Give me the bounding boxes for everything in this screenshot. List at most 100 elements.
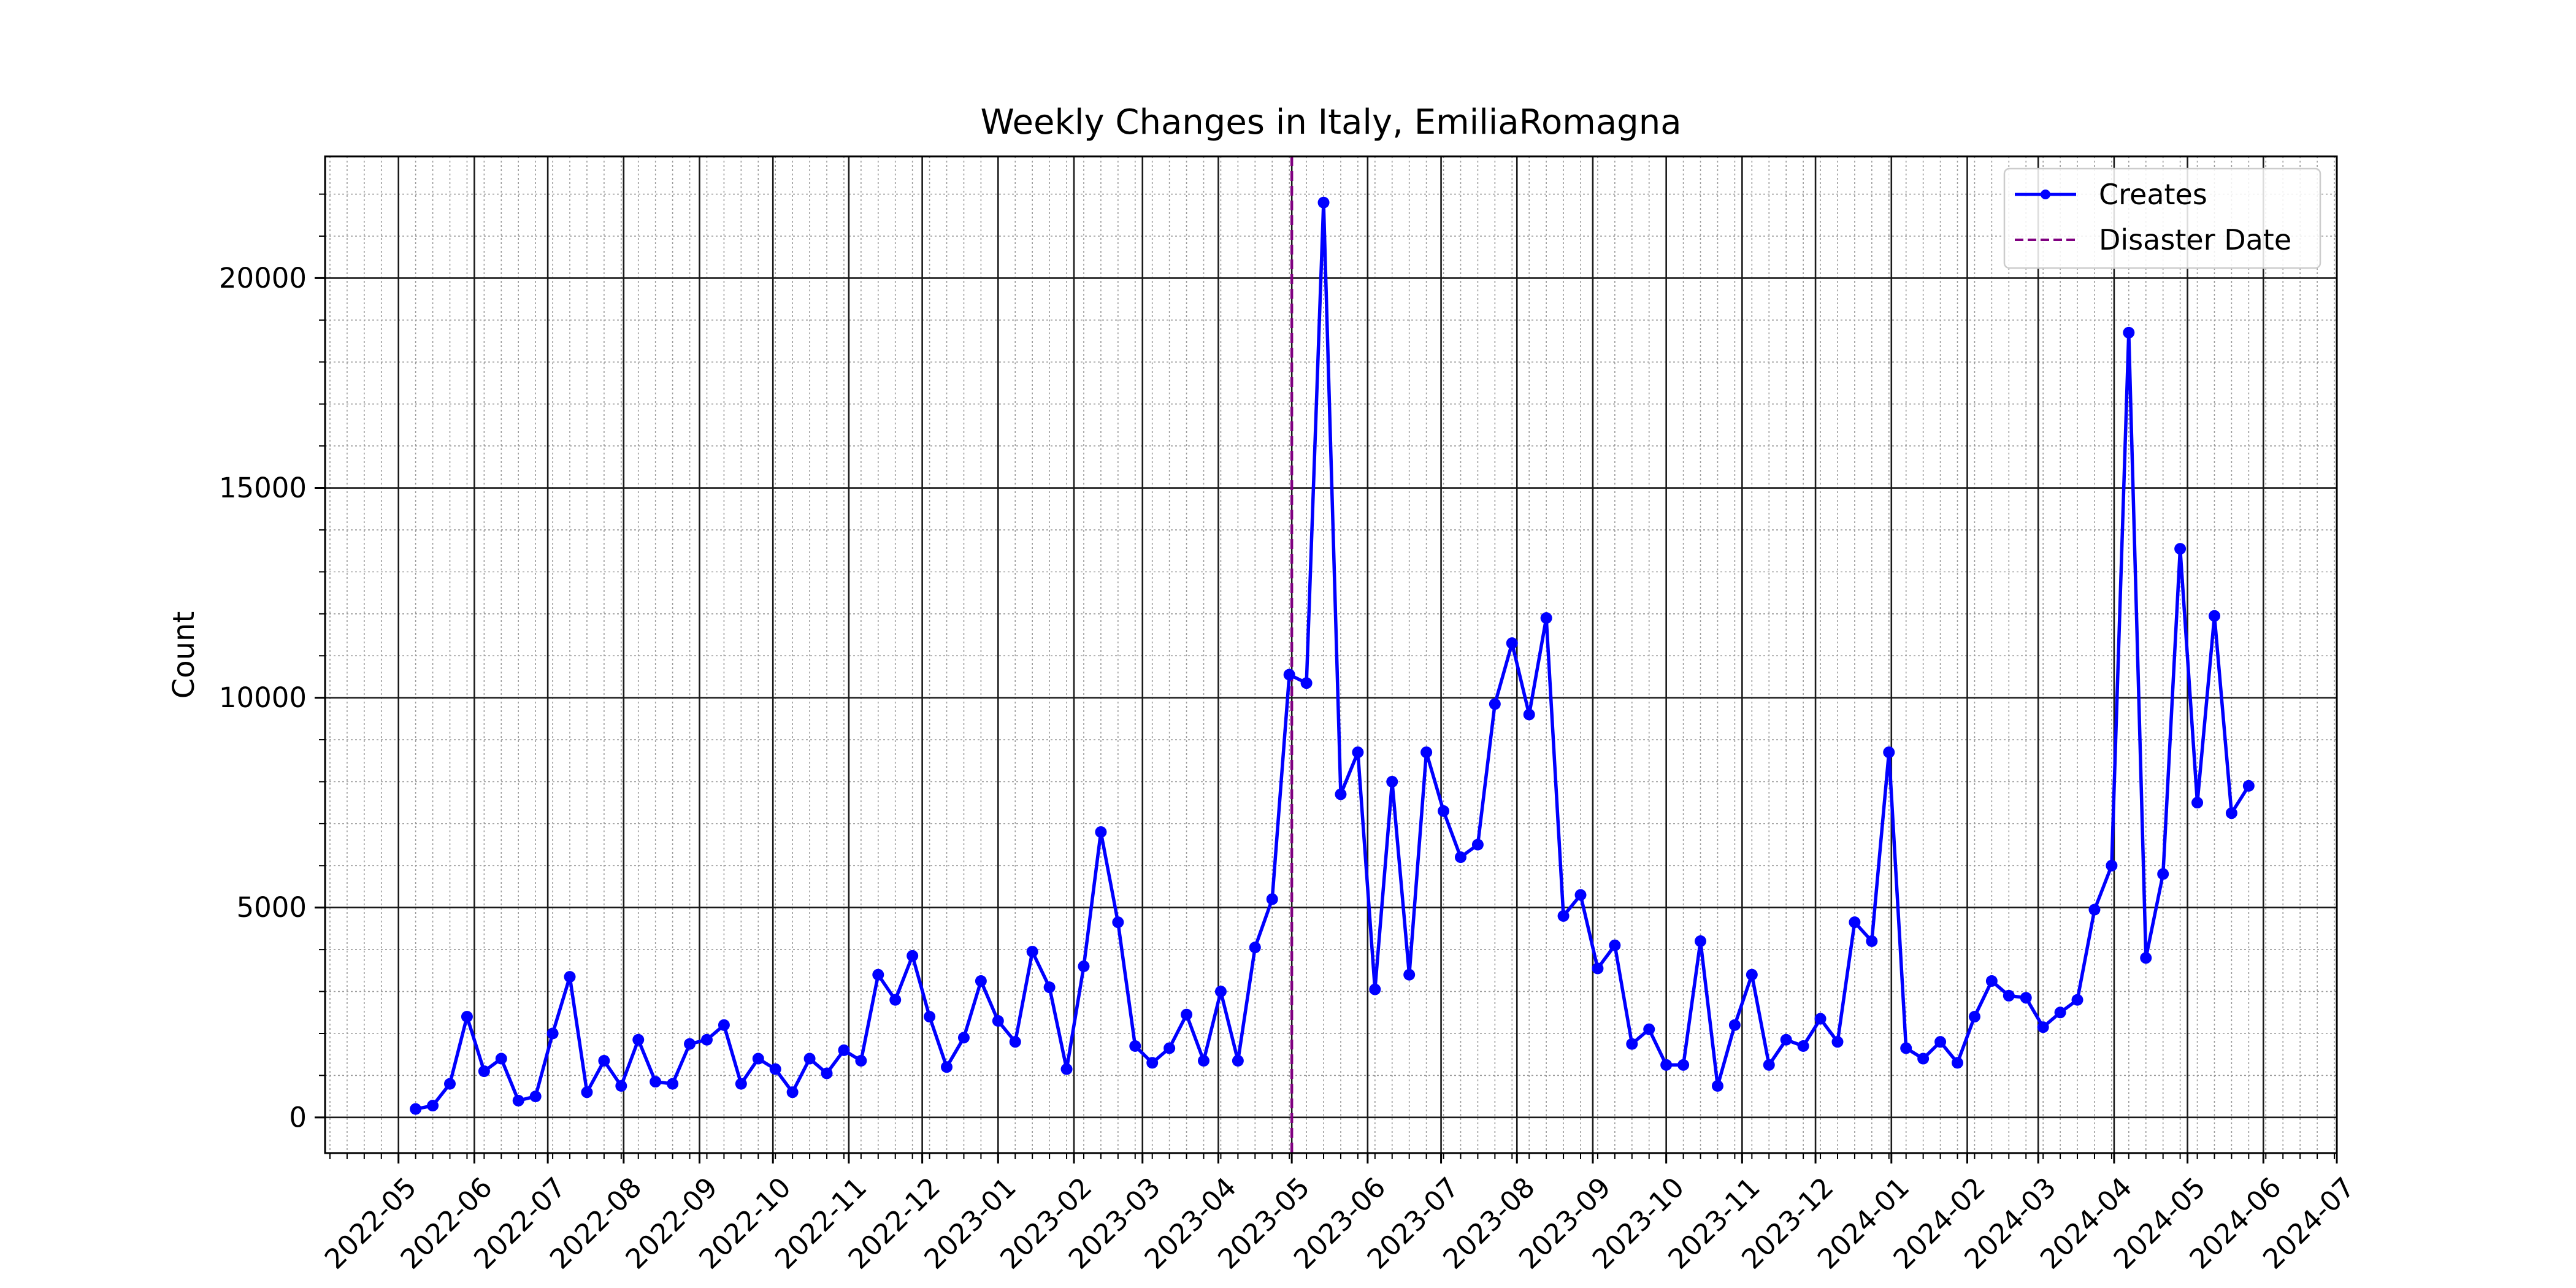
creates-data-point: [1198, 1054, 1210, 1067]
creates-data-point: [1985, 975, 1998, 987]
creates-data-point: [427, 1100, 439, 1112]
y-axis-label: Count: [167, 611, 201, 699]
creates-data-point: [461, 1011, 473, 1023]
creates-data-point: [1866, 935, 1878, 947]
creates-data-point: [1403, 968, 1416, 981]
creates-data-point: [1163, 1042, 1176, 1054]
plot-frame: [324, 155, 2338, 1154]
creates-data-point: [1454, 851, 1466, 864]
creates-data-point: [1746, 968, 1758, 981]
creates-data-point: [1763, 1059, 1775, 1071]
creates-data-point: [2157, 868, 2169, 880]
creates-data-point: [1797, 1040, 1809, 1052]
creates-data-point: [1883, 746, 1895, 759]
creates-data-point: [2037, 1021, 2049, 1033]
creates-data-point: [1095, 826, 1107, 838]
creates-data-point: [975, 975, 987, 987]
creates-data-point: [1934, 1036, 1947, 1048]
creates-data-point: [1643, 1023, 1655, 1035]
y-tick-label: 15000: [219, 472, 307, 504]
creates-data-point: [1711, 1080, 1723, 1092]
creates-data-point: [872, 968, 884, 981]
creates-data-point: [615, 1080, 627, 1092]
y-tick-label: 5000: [236, 891, 307, 924]
legend-creates-marker: [2041, 190, 2050, 199]
creates-data-point: [1266, 893, 1278, 905]
creates-data-point: [1695, 935, 1707, 947]
creates-data-point: [786, 1086, 799, 1098]
creates-data-point: [1146, 1057, 1159, 1069]
creates-data-point: [1831, 1036, 1844, 1048]
creates-data-point: [1352, 746, 1364, 759]
creates-data-point: [2106, 859, 2118, 872]
creates-data-point: [1060, 1063, 1073, 1075]
creates-data-point: [1952, 1057, 1964, 1069]
creates-data-point: [992, 1014, 1004, 1027]
creates-data-point: [1540, 612, 1552, 624]
creates-data-point: [1917, 1052, 1930, 1065]
creates-data-point: [1574, 889, 1587, 901]
creates-data-point: [1626, 1038, 1638, 1050]
creates-data-point: [1557, 910, 1570, 922]
creates-data-point: [889, 994, 902, 1006]
major-gridlines: [325, 156, 2337, 1153]
creates-data-point: [2208, 610, 2220, 622]
creates-data-point: [1386, 775, 1398, 788]
creates-data-point: [1489, 698, 1501, 710]
creates-data-point: [752, 1052, 764, 1065]
creates-data-point: [2088, 903, 2101, 916]
creates-data-point: [1523, 708, 1535, 721]
creates-data-point: [1471, 838, 1484, 851]
creates-data-point: [1129, 1040, 1141, 1052]
creates-data-point: [1181, 1008, 1193, 1021]
legend-box: [2003, 167, 2321, 269]
creates-data-point: [1592, 962, 1604, 975]
y-tick-label: 10000: [219, 681, 307, 714]
creates-data-point: [684, 1038, 696, 1050]
creates-data-point: [1660, 1059, 1673, 1071]
creates-data-point: [941, 1061, 953, 1073]
creates-data-point: [907, 949, 919, 962]
legend-creates-label: Creates: [2099, 178, 2207, 211]
creates-data-point: [512, 1094, 524, 1106]
creates-data-point: [1728, 1019, 1741, 1031]
creates-data-point: [2003, 989, 2015, 1002]
creates-data-point: [598, 1054, 610, 1067]
creates-data-point: [2071, 994, 2083, 1006]
creates-data-point: [1283, 669, 1295, 681]
creates-data-point: [529, 1091, 542, 1103]
chart-title: Weekly Changes in Italy, EmiliaRomagna: [980, 102, 1681, 142]
creates-data-point: [924, 1011, 936, 1023]
y-tick-label: 0: [289, 1101, 307, 1133]
creates-data-point: [410, 1103, 422, 1115]
creates-data-point: [1506, 637, 1518, 650]
creates-data-point: [1968, 1011, 1980, 1023]
creates-data-point: [581, 1086, 593, 1098]
y-tick-label: 20000: [219, 262, 307, 294]
creates-data-point: [495, 1052, 507, 1065]
creates-data-point: [1026, 946, 1038, 958]
creates-data-point: [1900, 1042, 1912, 1054]
creates-data-point: [2191, 797, 2204, 809]
creates-data-point: [769, 1063, 781, 1075]
creates-data-point: [957, 1032, 970, 1044]
creates-data-point: [1814, 1013, 1827, 1025]
creates-data-point: [2174, 543, 2187, 555]
creates-data-point: [2140, 952, 2152, 964]
creates-data-point: [735, 1078, 747, 1090]
creates-data-point: [564, 971, 576, 983]
creates-data-point: [1078, 960, 1090, 973]
creates-data-point: [1849, 916, 1861, 929]
creates-data-point: [700, 1033, 713, 1046]
creates-data-point: [855, 1054, 867, 1067]
minor-gridlines: [325, 156, 2337, 1153]
creates-data-point: [2020, 992, 2032, 1004]
creates-data-point: [1232, 1054, 1244, 1067]
creates-data-point: [821, 1067, 833, 1079]
creates-data-point: [1780, 1033, 1792, 1046]
creates-data-point: [718, 1019, 730, 1031]
creates-data-point: [838, 1044, 850, 1056]
creates-data-point: [667, 1078, 679, 1090]
creates-data-point: [650, 1076, 662, 1088]
